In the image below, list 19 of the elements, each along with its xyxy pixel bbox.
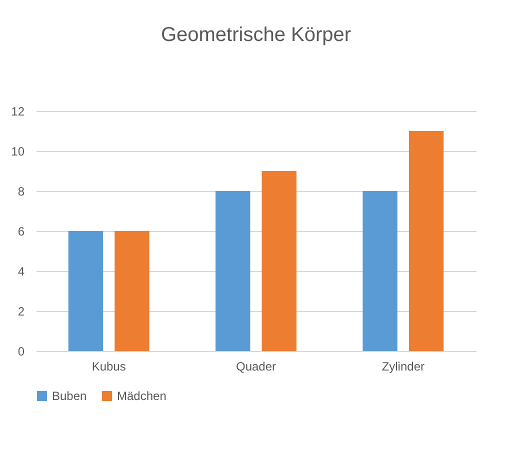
bar <box>216 191 250 351</box>
bar <box>114 231 150 351</box>
y-tick-label: 6 <box>18 224 25 238</box>
y-tick-label: 2 <box>18 304 25 318</box>
y-tick-label: 4 <box>18 264 25 278</box>
y-tick-label: 10 <box>11 144 25 158</box>
x-tick-label: Quader <box>236 360 276 374</box>
y-tick-label: 8 <box>18 184 25 198</box>
y-tick-label: 0 <box>18 344 25 358</box>
y-tick-label: 12 <box>11 104 25 118</box>
bar <box>262 171 296 351</box>
chart-title: Geometrische Körper <box>160 24 352 46</box>
bar <box>408 131 444 351</box>
legend-label: Buben <box>52 389 87 403</box>
legend-label: Mädchen <box>117 389 166 403</box>
bar <box>362 191 398 351</box>
x-tick-label: Zylinder <box>382 360 424 374</box>
x-tick-label: Kubus <box>92 360 126 374</box>
bar <box>68 231 104 351</box>
